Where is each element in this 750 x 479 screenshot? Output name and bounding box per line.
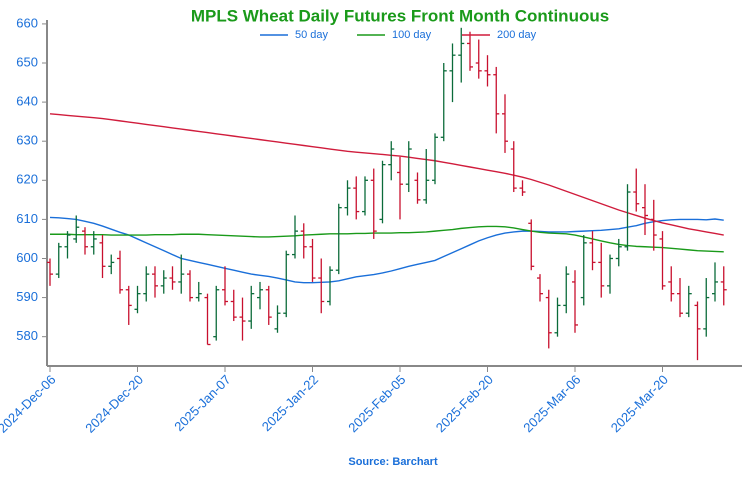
moving-average-line	[49, 216, 724, 284]
y-tick-label: 590	[16, 289, 38, 304]
moving-average-line	[49, 113, 724, 236]
x-tick-label: 2025-Jan-22	[259, 372, 321, 434]
source-note: Source: Barchart	[348, 456, 438, 468]
legend-label: 50 day	[295, 29, 329, 41]
x-tick-label: 2024-Dec-20	[82, 372, 146, 436]
y-tick-label: 600	[16, 250, 38, 265]
chart-title: MPLS Wheat Daily Futures Front Month Con…	[191, 6, 609, 25]
x-tick-label: 2024-Dec-06	[0, 372, 59, 436]
x-tick-label: 2025-Mar-20	[608, 372, 671, 435]
x-tick-label: 2025-Jan-07	[171, 372, 233, 434]
y-tick-label: 610	[16, 211, 38, 226]
legend-label: 100 day	[392, 29, 432, 41]
y-tick-label: 620	[16, 172, 38, 187]
y-tick-label: 630	[16, 133, 38, 148]
y-tick-label: 580	[16, 328, 38, 343]
y-tick-label: 640	[16, 94, 38, 109]
x-tick-label: 2025-Feb-05	[345, 372, 408, 435]
y-tick-label: 650	[16, 54, 38, 69]
legend-label: 200 day	[497, 29, 537, 41]
moving-average-line	[50, 225, 724, 253]
x-tick-label: 2025-Feb-20	[433, 372, 496, 435]
y-tick-label: 660	[16, 15, 38, 30]
x-tick-label: 2025-Mar-06	[520, 372, 583, 435]
